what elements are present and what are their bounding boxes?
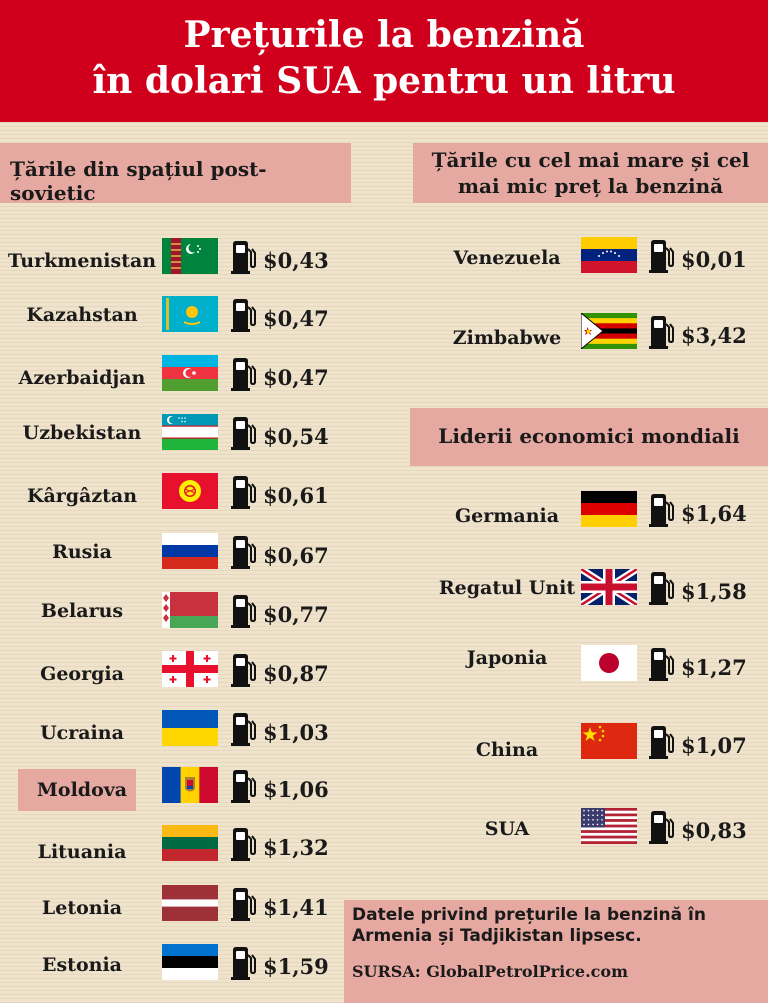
flag-china-icon <box>581 723 637 759</box>
fuel-pump-icon <box>230 357 256 391</box>
flag-germania-icon <box>581 491 637 527</box>
flag-sua-icon <box>581 808 637 844</box>
country-name-ucraina: Ucraina <box>40 722 124 744</box>
flag-estonia-icon <box>162 944 218 980</box>
footnote-box: Datele privind prețurile la benzină în A… <box>344 900 768 1003</box>
fuel-pump-icon <box>648 315 674 349</box>
fuel-pump-icon <box>230 416 256 450</box>
fuel-pump-icon <box>230 475 256 509</box>
price-sua: $0,83 <box>681 818 747 843</box>
country-name-moldova: Moldova <box>36 779 128 801</box>
section-post-soviet: Țările din spațiul post-sovietic <box>0 143 351 205</box>
country-name-uzbekistan: Uzbekistan <box>22 422 142 444</box>
flag-regatul-unit-icon <box>581 569 637 605</box>
price-germania: $1,64 <box>681 501 747 526</box>
price-regatul-unit: $1,58 <box>681 579 747 604</box>
country-name-venezuela: Venezuela <box>453 247 561 269</box>
price-uzbekistan: $0,54 <box>263 424 329 449</box>
title-banner: Prețurile la benzină în dolari SUA pentr… <box>0 0 768 122</box>
price-estonia: $1,59 <box>263 954 329 979</box>
flag-turkmenistan-icon <box>162 238 218 274</box>
flag-lituania-icon <box>162 825 218 861</box>
flag-kazahstan-icon <box>162 296 218 332</box>
source-line: SURSA: GlobalPetrolPrice.com <box>352 962 629 981</box>
price-moldova: $1,06 <box>263 777 329 802</box>
moldova-highlight <box>18 769 136 811</box>
price-azerbaidjan: $0,47 <box>263 365 329 390</box>
country-name-sua: SUA <box>484 818 530 840</box>
country-name-japonia: Japonia <box>466 647 548 669</box>
fuel-pump-icon <box>230 887 256 921</box>
price-letonia: $1,41 <box>263 895 329 920</box>
price-japonia: $1,27 <box>681 655 747 680</box>
price-georgia: $0,87 <box>263 661 329 686</box>
fuel-pump-icon <box>230 594 256 628</box>
section-extremes-line-2: mai mic preț la benzină <box>457 174 724 198</box>
section-leaders: Liderii economici mondiali <box>410 408 768 466</box>
flag-japonia-icon <box>581 645 637 681</box>
section-extremes-line-1: Țările cu cel mai mare și cel <box>431 148 750 172</box>
fuel-pump-icon <box>230 946 256 980</box>
section-leaders-label: Liderii economici mondiali <box>438 424 740 448</box>
flag-letonia-icon <box>162 885 218 921</box>
flag-georgia-icon <box>162 651 218 687</box>
section-extremes: Țările cu cel mai mare și cel mai mic pr… <box>413 143 768 203</box>
flag-ucraina-icon <box>162 710 218 746</box>
fuel-pump-icon <box>230 769 256 803</box>
fuel-pump-icon <box>648 493 674 527</box>
flag-kargaztan-icon <box>162 473 218 509</box>
title-line-1: Prețurile la benzină <box>183 14 585 56</box>
fuel-pump-icon <box>230 298 256 332</box>
footnote-line-2: Armenia și Tadjikistan lipsesc. <box>352 926 642 946</box>
price-lituania: $1,32 <box>263 835 329 860</box>
country-name-zimbabwe: Zimbabwe <box>452 327 562 349</box>
fuel-pump-icon <box>648 239 674 273</box>
flag-belarus-icon <box>162 592 218 628</box>
price-turkmenistan: $0,43 <box>263 248 329 273</box>
price-china: $1,07 <box>681 733 747 758</box>
footnote-line-1: Datele privind prețurile la benzină în <box>352 905 706 925</box>
flag-moldova-icon <box>162 767 218 803</box>
price-zimbabwe: $3,42 <box>681 323 747 348</box>
country-name-azerbaidjan: Azerbaidjan <box>18 367 146 389</box>
flag-azerbaidjan-icon <box>162 355 218 391</box>
fuel-pump-icon <box>648 725 674 759</box>
country-name-letonia: Letonia <box>41 897 123 919</box>
fuel-pump-icon <box>230 653 256 687</box>
flag-zimbabwe-icon <box>581 313 637 349</box>
country-name-rusia: Rusia <box>52 541 112 563</box>
fuel-pump-icon <box>648 647 674 681</box>
price-venezuela: $0,01 <box>681 247 747 272</box>
country-name-lituania: Lituania <box>37 841 127 863</box>
country-name-georgia: Georgia <box>40 663 124 685</box>
flag-uzbekistan-icon <box>162 414 218 450</box>
fuel-pump-icon <box>648 571 674 605</box>
country-name-belarus: Belarus <box>40 600 124 622</box>
fuel-pump-icon <box>230 827 256 861</box>
price-belarus: $0,77 <box>263 602 329 627</box>
country-name-china: China <box>475 739 539 761</box>
fuel-pump-icon <box>230 712 256 746</box>
country-name-regatul-unit: Regatul Unit <box>438 577 576 599</box>
price-kargaztan: $0,61 <box>263 483 329 508</box>
flag-venezuela-icon <box>581 237 637 273</box>
flag-rusia-icon <box>162 533 218 569</box>
price-rusia: $0,67 <box>263 543 329 568</box>
fuel-pump-icon <box>648 810 674 844</box>
section-post-soviet-label: Țările din spațiul post-sovietic <box>10 157 267 205</box>
price-ucraina: $1,03 <box>263 720 329 745</box>
title-line-2: în dolari SUA pentru un litru <box>92 60 676 102</box>
country-name-germania: Germania <box>454 505 560 527</box>
country-name-kargaztan: Kârgâztan <box>26 485 138 507</box>
fuel-pump-icon <box>230 240 256 274</box>
country-name-turkmenistan: Turkmenistan <box>7 250 157 272</box>
country-name-estonia: Estonia <box>42 954 122 976</box>
country-name-kazahstan: Kazahstan <box>26 304 138 326</box>
price-kazahstan: $0,47 <box>263 306 329 331</box>
fuel-pump-icon <box>230 535 256 569</box>
